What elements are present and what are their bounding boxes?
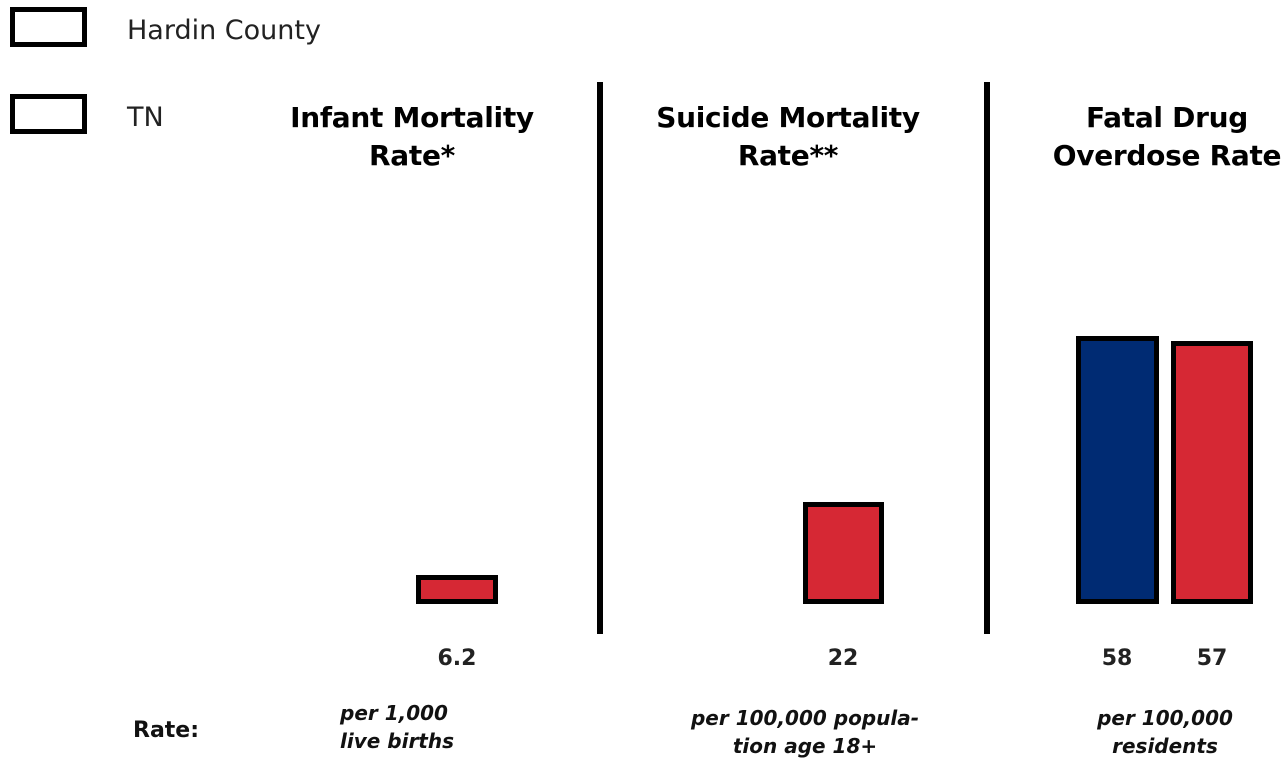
unit-suicide-line1: per 100,000 popula- [690, 706, 920, 730]
legend-swatch-hardin [10, 7, 87, 47]
panel-title-overdose-line1: Fatal Drug [1085, 101, 1249, 134]
unit-overdose-line1: per 100,000 [1097, 706, 1233, 730]
panel-divider-2 [984, 82, 990, 634]
bar-infant-tn [416, 575, 498, 604]
value-label-overdose-hardin: 58 [1101, 646, 1133, 671]
legend-swatch-tn [10, 94, 87, 134]
rate-label: Rate: [133, 718, 200, 743]
panel-title-suicide-line1: Suicide Mortality [656, 101, 920, 134]
panel-divider-1 [597, 82, 603, 634]
value-label-overdose-tn: 57 [1196, 646, 1228, 671]
panel-title-infant: Infant Mortality Rate* [252, 99, 572, 175]
unit-infant-line2: live births [340, 729, 455, 753]
unit-infant-line1: per 1,000 [340, 701, 448, 725]
panel-title-infant-line2: Rate* [369, 139, 455, 172]
panel-title-infant-line1: Infant Mortality [290, 101, 534, 134]
bar-overdose-hardin [1076, 336, 1159, 604]
legend-label-tn: TN [127, 102, 164, 133]
panel-title-suicide-line2: Rate** [737, 139, 839, 172]
bar-overdose-tn [1171, 341, 1253, 604]
value-label-suicide-tn: 22 [827, 646, 859, 671]
bar-suicide-tn [803, 502, 884, 604]
unit-overdose: per 100,000 residents [1070, 704, 1260, 760]
unit-infant: per 1,000 live births [340, 699, 454, 755]
unit-suicide: per 100,000 popula- tion age 18+ [660, 704, 950, 760]
unit-suicide-line2: tion age 18+ [732, 734, 878, 758]
legend-label-hardin: Hardin County [127, 15, 321, 46]
value-label-infant-tn: 6.2 [437, 646, 477, 671]
panel-title-suicide: Suicide Mortality Rate** [628, 99, 948, 175]
panel-title-overdose: Fatal Drug Overdose Rate [1007, 99, 1287, 175]
unit-overdose-line2: residents [1112, 734, 1218, 758]
panel-title-overdose-line2: Overdose Rate [1052, 139, 1282, 172]
